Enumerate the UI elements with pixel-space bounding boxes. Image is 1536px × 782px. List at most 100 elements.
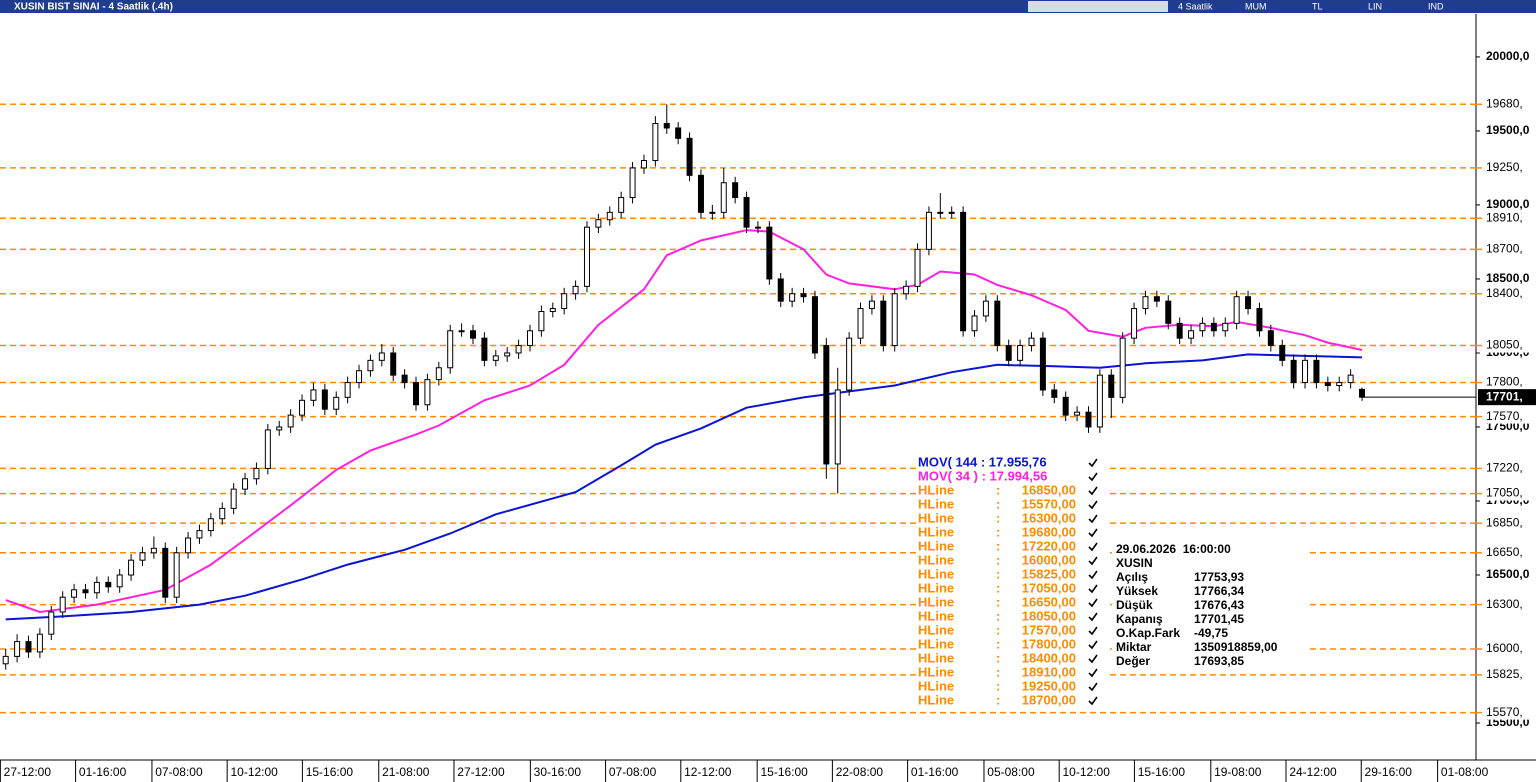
legend-check xyxy=(1088,626,1098,636)
x-tick-label: 22-08:00 xyxy=(836,765,884,779)
info-symbol: XUSIN xyxy=(1116,556,1153,570)
candle-body xyxy=(1142,296,1149,310)
toolbar-item[interactable]: 4 Saatlik xyxy=(1178,1,1213,11)
h-line-label: 16000, xyxy=(1486,641,1523,655)
candle-body xyxy=(207,518,214,532)
legend-entry: HLine xyxy=(918,636,954,651)
h-line-label-bg xyxy=(1478,461,1536,476)
candle-body xyxy=(435,367,442,381)
h-line-label: 18910, xyxy=(1486,210,1523,224)
candle-body xyxy=(116,574,123,588)
candle-body xyxy=(356,370,363,384)
h-line-label-bg xyxy=(1478,641,1536,656)
toolbar-item[interactable]: MUM xyxy=(1245,1,1267,11)
x-tick-label: 30-16:00 xyxy=(534,765,582,779)
candle-body xyxy=(618,197,625,213)
candle-body xyxy=(846,337,853,391)
toolbar-icons[interactable] xyxy=(1028,1,1168,12)
x-tick-label: 15-16:00 xyxy=(306,765,354,779)
candle-body xyxy=(549,308,556,313)
h-line-label: 16300, xyxy=(1486,597,1523,611)
h-line-label-bg xyxy=(1478,160,1536,175)
candle-body xyxy=(663,123,670,129)
legend-value: 16850,00 xyxy=(1022,482,1076,497)
candle-body xyxy=(1005,345,1012,361)
candle-body xyxy=(686,137,693,176)
legend-entry: HLine xyxy=(918,566,954,581)
h-line-label-bg xyxy=(1478,286,1536,301)
toolbar-item[interactable]: LIN xyxy=(1368,1,1382,11)
candle-body xyxy=(971,315,978,332)
legend-check xyxy=(1088,542,1098,552)
candle-body xyxy=(675,127,682,139)
toolbar-item[interactable]: TL xyxy=(1312,1,1323,11)
legend-separator: : xyxy=(996,650,1000,665)
legend-separator: : xyxy=(996,678,1000,693)
candle-body xyxy=(925,211,932,250)
legend-value: 16650,00 xyxy=(1022,594,1076,609)
candle-body xyxy=(868,300,875,310)
x-tick-label: 07-08:00 xyxy=(155,765,203,779)
candle-body xyxy=(1267,330,1274,347)
candle-body xyxy=(14,641,21,657)
candle-body xyxy=(1336,382,1343,387)
info-datetime: 29.06.2026 16:00:00 xyxy=(1116,542,1231,556)
h-line-label: 17570, xyxy=(1486,409,1523,423)
candle-body xyxy=(196,530,203,539)
legend-entry: HLine xyxy=(918,510,954,525)
candle-body xyxy=(640,160,647,169)
candle-body xyxy=(1096,374,1103,428)
candle-body xyxy=(1313,359,1320,384)
x-tick-label: 15-16:00 xyxy=(1138,765,1186,779)
candle-body xyxy=(1108,374,1115,398)
info-value: 17693,85 xyxy=(1194,654,1244,668)
moving-average-line xyxy=(5,353,1363,621)
candle-body xyxy=(754,226,761,229)
info-value: 1350918859,00 xyxy=(1194,640,1278,654)
candle-body xyxy=(2,655,9,665)
legend-separator: : xyxy=(996,608,1000,623)
x-tick-label: 01-16:00 xyxy=(911,765,959,779)
legend-check xyxy=(1088,556,1098,566)
legend-value: 15570,00 xyxy=(1022,496,1076,511)
candle-body xyxy=(1188,330,1195,339)
candle-body xyxy=(880,300,887,347)
h-line-label: 19680, xyxy=(1486,96,1523,110)
legend-check xyxy=(1088,598,1098,608)
candle-body xyxy=(561,293,568,310)
legend-entry: MOV( 34 ) : 17.994,56 xyxy=(918,468,1047,483)
candle-body xyxy=(150,547,157,554)
legend-entry: MOV( 144 : 17.955,76 xyxy=(918,454,1047,469)
candle-body xyxy=(242,478,249,490)
info-value: 17766,34 xyxy=(1194,584,1244,598)
window-title: XUSIN BIST SINAI - 4 Saatlik (.4h) xyxy=(14,2,173,13)
candle-body xyxy=(82,589,89,594)
candle-body xyxy=(1256,308,1263,332)
candle-body xyxy=(743,197,750,228)
h-line-label-bg xyxy=(1478,705,1536,720)
legend-entry: HLine xyxy=(918,552,954,567)
candle-body xyxy=(857,308,864,339)
candle-body xyxy=(800,293,807,298)
title-bar xyxy=(0,0,1536,13)
toolbar-item[interactable]: IND xyxy=(1428,1,1444,11)
last-price-label-bg xyxy=(1478,389,1536,406)
legend-entry: HLine xyxy=(918,678,954,693)
y-tick-label: 19500,0 xyxy=(1486,123,1530,137)
candle-body xyxy=(766,226,773,280)
x-tick-label: 29-16:00 xyxy=(1365,765,1413,779)
legend-separator: : xyxy=(996,552,1000,567)
h-line-label-bg xyxy=(1478,597,1536,612)
h-line-label-bg xyxy=(1478,409,1536,424)
info-value: 17753,93 xyxy=(1194,570,1244,584)
candle-body xyxy=(948,211,955,214)
candle-body xyxy=(1051,389,1058,398)
h-line-label: 17050, xyxy=(1486,486,1523,500)
candle-body xyxy=(994,300,1001,347)
candle-body xyxy=(504,352,511,357)
candle-body xyxy=(492,355,499,361)
legend-check xyxy=(1088,696,1098,706)
x-tick-label: 05-08:00 xyxy=(987,765,1035,779)
legend-value: 18910,00 xyxy=(1022,664,1076,679)
candle-body xyxy=(697,174,704,213)
